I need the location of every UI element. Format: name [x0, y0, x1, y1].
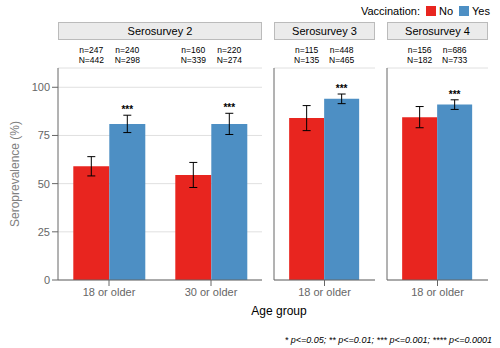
svg-text:N=182: N=182: [407, 55, 433, 65]
svg-text:25: 25: [38, 226, 50, 238]
svg-text:n=220: n=220: [217, 45, 241, 55]
svg-text:N=465: N=465: [329, 55, 355, 65]
svg-text:N=274: N=274: [217, 55, 243, 65]
svg-text:***: ***: [223, 102, 235, 113]
svg-text:n=240: n=240: [115, 45, 139, 55]
svg-text:18 or older: 18 or older: [83, 286, 136, 298]
svg-text:***: ***: [121, 104, 133, 115]
svg-text:30 or older: 30 or older: [185, 286, 238, 298]
svg-text:Seroprevalence (%): Seroprevalence (%): [8, 121, 22, 227]
html-text:* p<=0.05; ** p<=0.01; *** p<=: * p<=0.05; ** p<=0.01; *** p<=0.001; ***…: [284, 335, 492, 345]
html-text:Vaccination:: Vaccination:: [360, 5, 420, 17]
svg-text:18 or older: 18 or older: [411, 286, 464, 298]
svg-text:50: 50: [38, 178, 50, 190]
svg-text:N=298: N=298: [115, 55, 141, 65]
svg-text:n=686: n=686: [443, 45, 467, 55]
svg-text:n=448: n=448: [330, 45, 354, 55]
svg-text:***: ***: [336, 83, 348, 94]
svg-text:N=339: N=339: [181, 55, 207, 65]
html-text:No: No: [439, 5, 453, 17]
svg-text:n=115: n=115: [295, 45, 319, 55]
html-text:Age group: Age group: [251, 304, 307, 318]
svg-text:18 or older: 18 or older: [298, 286, 351, 298]
svg-text:N=442: N=442: [79, 55, 105, 65]
svg-text:100: 100: [32, 81, 50, 93]
svg-text:n=156: n=156: [408, 45, 432, 55]
svg-text:75: 75: [38, 129, 50, 141]
svg-text:N=135: N=135: [294, 55, 320, 65]
html-text:Yes: Yes: [472, 5, 490, 17]
svg-text:***: ***: [449, 89, 461, 100]
svg-text:N=733: N=733: [442, 55, 468, 65]
html-text:Serosurvey 2: Serosurvey 2: [127, 25, 193, 37]
svg-text:n=160: n=160: [181, 45, 205, 55]
html-text:Serosurvey 4: Serosurvey 4: [405, 25, 470, 37]
svg-text:n=247: n=247: [79, 45, 103, 55]
html-text:Serosurvey 3: Serosurvey 3: [292, 25, 357, 37]
svg-text:0: 0: [44, 274, 50, 286]
